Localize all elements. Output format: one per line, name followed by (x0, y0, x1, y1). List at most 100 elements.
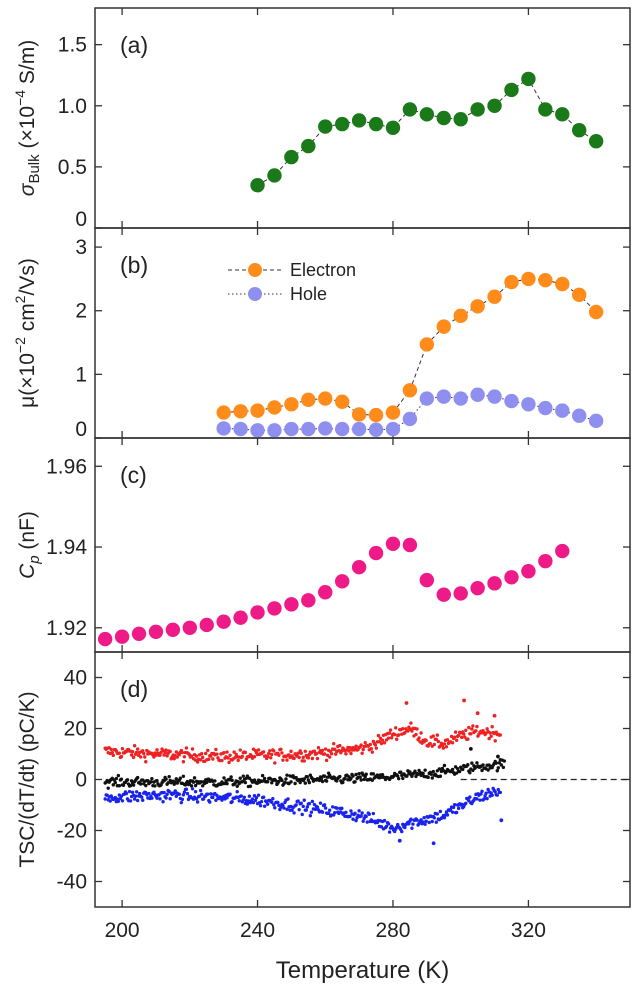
series-electron (216, 271, 604, 423)
data-point (354, 772, 358, 777)
data-point (470, 581, 485, 596)
data-point (334, 752, 338, 756)
data-point (463, 735, 467, 739)
data-point (363, 740, 367, 745)
data-point (182, 755, 187, 759)
data-point (267, 751, 271, 756)
data-point (385, 120, 401, 135)
data-point (199, 792, 204, 796)
data-point (281, 758, 285, 762)
data-point (353, 780, 357, 784)
data-point (395, 737, 399, 741)
data-point (419, 337, 435, 352)
data-point (344, 810, 348, 814)
data-point (261, 795, 266, 799)
data-point (143, 755, 147, 759)
data-point (318, 585, 333, 600)
data-point (419, 572, 435, 588)
data-point (250, 797, 255, 801)
data-point (475, 797, 479, 801)
data-point (348, 814, 352, 819)
y-tick-label: 1.94 (46, 536, 87, 559)
data-point (111, 783, 115, 787)
data-point (467, 799, 471, 803)
data-point (285, 773, 289, 777)
data-point (504, 393, 519, 409)
data-point (155, 748, 159, 752)
data-point (354, 744, 358, 748)
data-point (200, 755, 205, 760)
data-point (478, 798, 482, 802)
data-point (164, 748, 168, 752)
data-point (343, 776, 347, 781)
data-point (306, 756, 311, 760)
y-tick-label: 40 (64, 667, 87, 690)
data-point (206, 792, 210, 796)
data-point (370, 750, 375, 754)
data-point (482, 797, 486, 801)
data-point (297, 807, 301, 812)
data-point (198, 758, 203, 762)
data-point (309, 810, 314, 814)
data-point (351, 817, 355, 821)
data-point (168, 749, 172, 754)
data-point (241, 774, 246, 778)
x-tick-label: 200 (105, 919, 140, 942)
data-point (260, 773, 265, 778)
data-point (368, 742, 372, 747)
data-point (483, 794, 487, 798)
data-point (238, 748, 242, 752)
data-point (194, 754, 199, 758)
data-point (469, 732, 473, 736)
data-point (380, 738, 385, 742)
data-point (114, 629, 130, 644)
data-point (267, 423, 282, 438)
data-point (209, 792, 213, 796)
data-point (419, 818, 423, 822)
data-point (199, 752, 204, 756)
data-point (270, 752, 274, 757)
data-point (369, 747, 373, 751)
data-point (494, 761, 498, 765)
data-point (404, 701, 409, 705)
data-point (256, 793, 261, 797)
data-point (451, 805, 456, 810)
data-point (521, 397, 536, 412)
data-point (588, 413, 604, 429)
data-point (131, 626, 147, 642)
data-point (318, 421, 333, 436)
y-tick-label: -40 (57, 871, 87, 894)
data-point (402, 383, 418, 398)
data-point (267, 168, 282, 183)
data-point (457, 769, 462, 774)
y-axis-title: σBulk (×10−4 S/m) (12, 40, 43, 196)
data-point (233, 421, 248, 437)
data-point (216, 405, 231, 420)
data-point (484, 791, 488, 795)
data-point (504, 570, 519, 585)
data-point (296, 799, 300, 803)
data-point (382, 818, 387, 823)
legend-label: Hole (290, 284, 327, 304)
data-point (97, 631, 113, 647)
data-point (351, 560, 367, 575)
data-point (572, 408, 587, 423)
data-point (213, 779, 217, 783)
data-point (487, 736, 491, 741)
data-point (442, 763, 447, 768)
data-point (462, 732, 466, 736)
data-point (125, 778, 130, 782)
data-point (208, 800, 212, 804)
data-point (303, 749, 307, 753)
data-point (504, 274, 519, 290)
data-point (588, 134, 604, 149)
data-point (140, 795, 144, 799)
data-point (265, 755, 270, 759)
data-point (232, 750, 236, 754)
data-point (470, 727, 474, 731)
data-point (338, 774, 342, 779)
data-point (453, 112, 468, 127)
data-point (368, 407, 384, 423)
data-point (326, 811, 331, 816)
data-point (204, 751, 208, 756)
